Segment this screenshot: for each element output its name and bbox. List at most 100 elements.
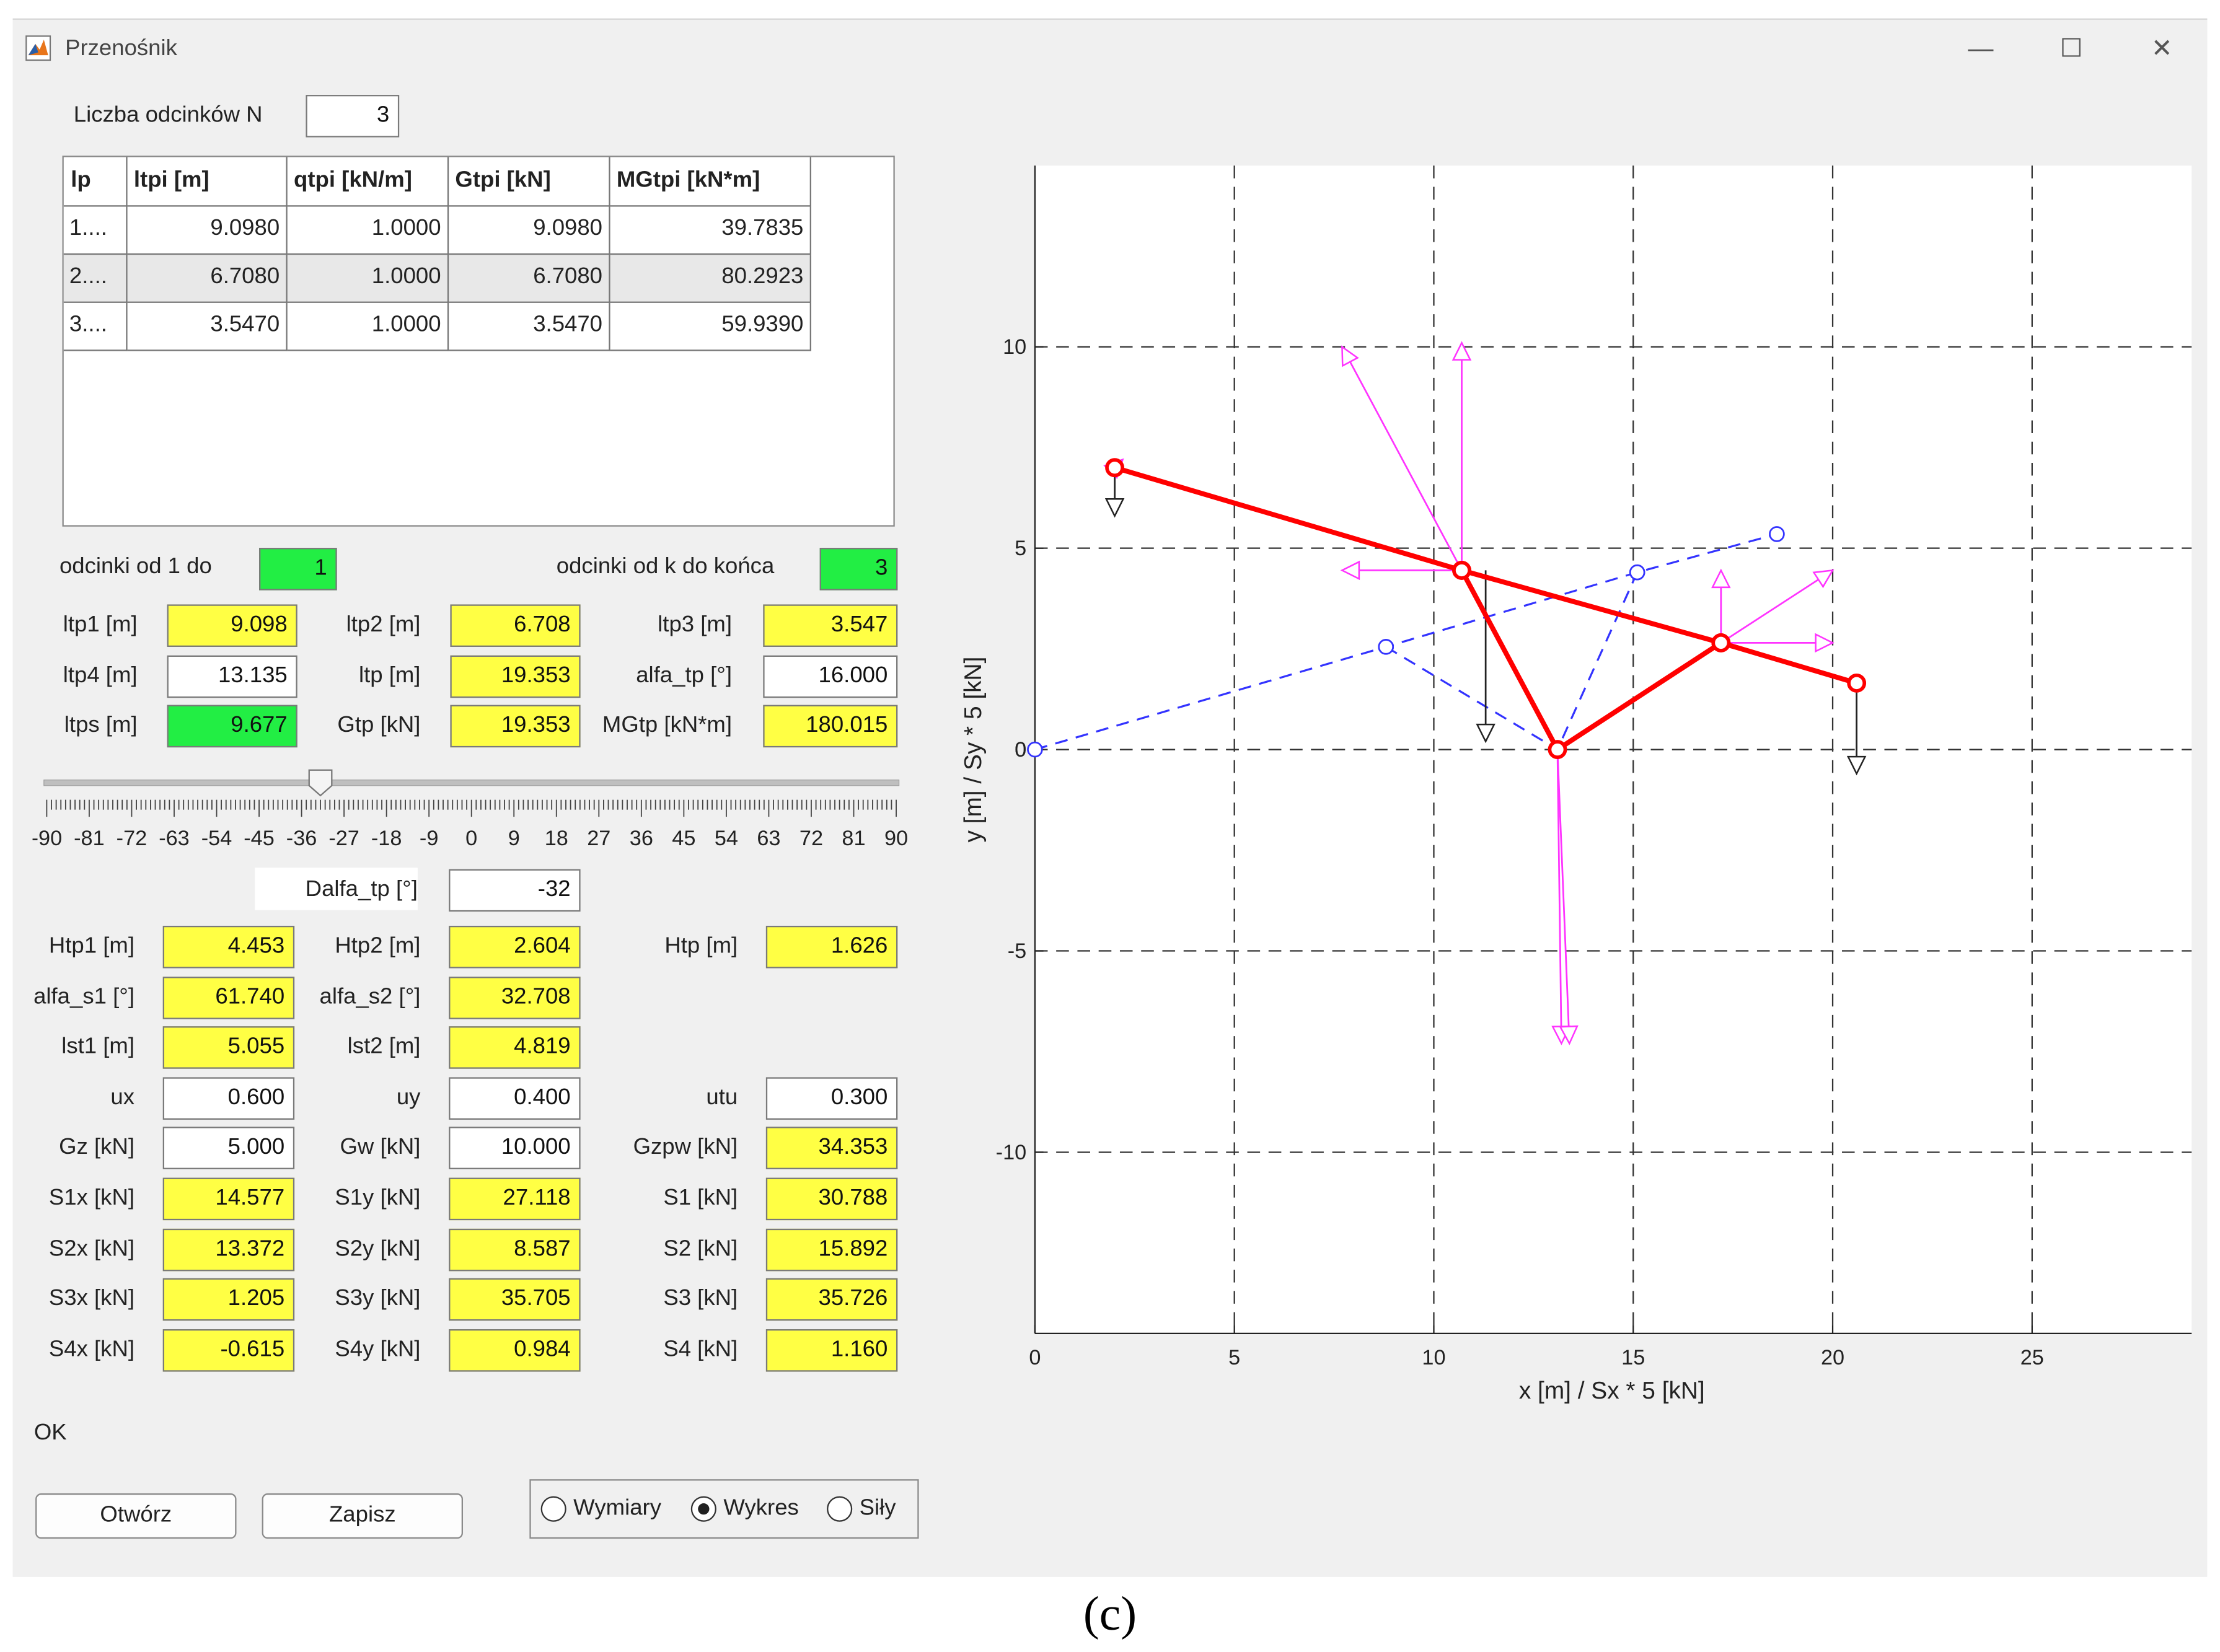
slider-tick-label: -81 [74, 827, 105, 850]
table-cell[interactable]: 1.... [63, 205, 127, 255]
alfa-tp-input[interactable]: 16.000 [763, 655, 898, 698]
table-cell[interactable]: 59.9390 [609, 301, 811, 351]
table-cell[interactable]: 3.5470 [447, 301, 610, 351]
s2-label: S2 [kN] [663, 1236, 738, 1261]
radio-wymiary-label[interactable]: Wymiary [573, 1496, 661, 1521]
s1y-field: 27.118 [449, 1177, 581, 1221]
view-radio-group: Wymiary Wykres Siły [529, 1479, 919, 1539]
segments-from-label: odcinki od 1 do [59, 555, 212, 579]
s3x-field: 1.205 [162, 1278, 295, 1321]
table-cell[interactable]: 2.... [63, 253, 127, 302]
s1-label: S1 [kN] [663, 1186, 738, 1211]
table-cell[interactable]: 6.7080 [447, 253, 610, 302]
x-tick-label: 10 [1422, 1346, 1445, 1369]
table-cell[interactable]: 9.0980 [126, 205, 287, 255]
slider-tick-label: -27 [328, 827, 359, 850]
ltp4-input[interactable]: 13.135 [167, 655, 297, 698]
figure-caption: (c) [1083, 1588, 1137, 1641]
radio-sily-label[interactable]: Siły [859, 1496, 896, 1521]
angle-slider[interactable]: -90 -81 -72 -63 -54 -45 -36 -27 -18 -9 0 9 18 27 36 45 5… [33, 766, 910, 854]
save-button[interactable]: Zapisz [262, 1493, 463, 1539]
table-header[interactable]: Gtpi [kN] [447, 157, 610, 206]
minimize-icon[interactable]: — [1968, 33, 1994, 63]
ux-input[interactable]: 0.600 [162, 1076, 295, 1120]
radio-wykres[interactable] [690, 1496, 716, 1522]
table-header[interactable]: lp [63, 157, 127, 206]
dalfa-input[interactable]: -32 [449, 869, 581, 912]
force-arrow-head-black [1476, 723, 1495, 744]
table-row[interactable]: 2.... 6.7080 1.0000 6.7080 80.2923 [63, 253, 811, 302]
table-cell[interactable]: 1.0000 [286, 253, 449, 302]
slider-tick-label: -9 [420, 827, 438, 850]
utu-input[interactable]: 0.300 [765, 1076, 898, 1120]
table-row[interactable]: 3.... 3.5470 1.0000 3.5470 59.9390 [63, 301, 811, 351]
force-arrow-head-magenta [1451, 341, 1472, 361]
table-header[interactable]: ltpi [m] [126, 157, 287, 206]
x-tick-label: 5 [1228, 1346, 1240, 1369]
y-axis-label: y [m] / Sy * 5 [kN] [960, 657, 987, 843]
s2-field: 15.892 [765, 1228, 898, 1271]
s1y-label: S1y [kN] [335, 1186, 421, 1211]
table-cell[interactable]: 39.7835 [609, 205, 811, 255]
slider-tick-label: 9 [508, 827, 520, 850]
uy-input[interactable]: 0.400 [449, 1076, 581, 1120]
force-arrow-head-magenta [1340, 560, 1360, 581]
series-point-blue [1629, 564, 1645, 581]
y-tick-label: -5 [1008, 939, 1026, 963]
slider-thumb[interactable] [308, 769, 333, 797]
force-arrow-head-black [1104, 498, 1125, 518]
maximize-icon[interactable]: ☐ [2059, 33, 2083, 63]
y-tick-label: 10 [1003, 335, 1026, 359]
table-cell[interactable]: 6.7080 [126, 253, 287, 302]
gz-input[interactable]: 5.000 [162, 1127, 295, 1170]
slider-tick-label: 63 [757, 827, 780, 850]
table-cell[interactable]: 3.5470 [126, 301, 287, 351]
slider-tick-label: -63 [159, 827, 190, 850]
table-cell[interactable]: 80.2923 [609, 253, 811, 302]
n-input[interactable]: 3 [306, 95, 400, 138]
close-icon[interactable]: ✕ [2151, 33, 2173, 63]
radio-sily[interactable] [827, 1496, 853, 1522]
gz-label: Gz [kN] [59, 1135, 135, 1160]
radio-wykres-label[interactable]: Wykres [723, 1496, 799, 1521]
radio-wymiary[interactable] [540, 1496, 566, 1522]
segments-grid: lp ltpi [m] qtpi [kN/m] Gtpi [kN] MGtpi [kN*… [63, 157, 811, 351]
slider-tick-label: -90 [33, 827, 63, 850]
s4-label: S4 [kN] [663, 1337, 738, 1362]
table-cell[interactable]: 1.0000 [286, 205, 449, 255]
table-header[interactable]: qtpi [kN/m] [286, 157, 449, 206]
uy-label: uy [396, 1085, 421, 1110]
slider-tick-label: 90 [884, 827, 908, 850]
slider-tick-label: 54 [715, 827, 738, 850]
y-tick-label: -10 [996, 1141, 1027, 1164]
x-tick-label: 0 [1029, 1346, 1041, 1369]
table-row[interactable]: 1.... 9.0980 1.0000 9.0980 39.7835 [63, 205, 811, 255]
gw-label: Gw [kN] [340, 1135, 421, 1160]
ux-label: ux [110, 1085, 135, 1110]
mgtp-field: 180.015 [763, 705, 898, 748]
open-button[interactable]: Otwórz [35, 1493, 237, 1539]
lst1-field: 5.055 [162, 1026, 295, 1070]
table-cell[interactable]: 3.... [63, 301, 127, 351]
s3y-field: 35.705 [449, 1278, 581, 1321]
matlab-icon [25, 35, 51, 61]
x-tick-label: 15 [1621, 1346, 1645, 1369]
title-bar: Przenośnik — ☐ ✕ [12, 19, 2208, 77]
s2y-field: 8.587 [449, 1228, 581, 1271]
slider-tick-label: -54 [201, 827, 232, 850]
gzpw-field: 34.353 [765, 1127, 898, 1170]
slider-tick-label: 81 [842, 827, 865, 850]
series-point-red [1711, 633, 1731, 652]
htp-field: 1.626 [765, 925, 898, 969]
lst2-field: 4.819 [449, 1026, 581, 1070]
gw-input[interactable]: 10.000 [449, 1127, 581, 1170]
table-cell[interactable]: 9.0980 [447, 205, 610, 255]
table-cell[interactable]: 1.0000 [286, 301, 449, 351]
slider-tick-label: -45 [244, 827, 275, 850]
table-header[interactable]: MGtpi [kN*m] [609, 157, 811, 206]
slider-track[interactable] [43, 780, 900, 786]
s3x-label: S3x [kN] [48, 1286, 135, 1311]
series-point-blue [1378, 639, 1394, 655]
segments-table[interactable]: lp ltpi [m] qtpi [kN/m] Gtpi [kN] MGtpi [kN*… [62, 156, 895, 527]
segments-to-field: 3 [819, 548, 898, 591]
